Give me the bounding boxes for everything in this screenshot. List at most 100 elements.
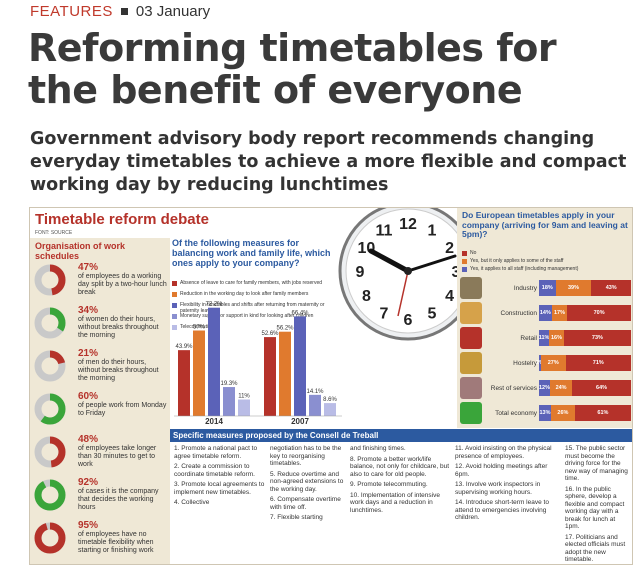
- sector-bar: 2%27%71%: [536, 355, 631, 371]
- bar-segment: 2%: [536, 355, 544, 371]
- legend-swatch: [172, 325, 177, 330]
- sector-bar: 12% 24% 64%: [539, 380, 631, 396]
- sector-bar: 13% 26% 61%: [539, 405, 631, 421]
- european-question: Do European timetables apply in your com…: [462, 210, 628, 239]
- measures-column: and finishing times. 8. Promote a better …: [350, 445, 450, 517]
- bar-segment: 71%: [565, 355, 631, 371]
- bar-segment: 17%: [551, 305, 568, 321]
- legend-item: No: [462, 250, 476, 256]
- bar-2007-4: [324, 403, 336, 416]
- legend-item: Monetary support or support in kind for …: [172, 313, 332, 319]
- measures-column: 1. Promote a national pact to agree time…: [174, 445, 266, 510]
- legend-label: Flexibility in timetables and shifts aft…: [180, 302, 325, 314]
- legend-swatch: [462, 250, 467, 256]
- bar-2014-1: [193, 330, 205, 416]
- bar-label: 14.1%: [306, 389, 324, 395]
- bar-segment: 24%: [550, 380, 573, 396]
- measures-bar-chart: 43.9% 57% 72.2% 19.3% 11% 2014 52.6%56.2% 66.4%…: [174, 302, 342, 426]
- legend-swatch: [462, 266, 467, 272]
- bar-segment: 18%: [539, 280, 556, 296]
- organisation-heading: Organisation of work schedules: [35, 241, 126, 261]
- bar-2014-2: [208, 307, 220, 416]
- legend-item: Reduction in the working day to look aft…: [172, 291, 332, 297]
- clock-number: 7: [380, 306, 389, 323]
- stat-item: 34% of women do their hours, without brea…: [34, 305, 168, 347]
- stat-item: 47% of employees do a working day split b…: [34, 262, 168, 304]
- legend-item: Telecommuting: [172, 324, 332, 330]
- measures-column: 11. Avoid insisting on the physical pres…: [455, 445, 559, 525]
- measure-item: 17. Politicians and elected officials mu…: [565, 533, 626, 564]
- donut-icon: [34, 350, 66, 382]
- sector-bar: 18% 39% 43%: [539, 280, 631, 296]
- bar-label: 52.6%: [261, 331, 279, 337]
- bar-2007-1: [279, 331, 291, 416]
- clock-number: 5: [428, 306, 437, 323]
- bar-segment: 64%: [572, 380, 631, 396]
- bar-label: 72.2%: [205, 302, 223, 308]
- infographic[interactable]: Timetable reform debate FONT: SOURCE Org…: [29, 207, 633, 565]
- sector-icon: [460, 402, 482, 424]
- sector-row: Construction 14% 17% 70%: [457, 300, 632, 327]
- measure-item: negotiation has to be the key to reorgan…: [270, 445, 342, 467]
- sector-label: Hostelry: [513, 360, 537, 367]
- bar-label: 56.2%: [276, 326, 294, 332]
- stat-percent: 48%: [78, 434, 99, 445]
- measure-item: 12. Avoid holding meetings after 6pm.: [455, 463, 548, 478]
- sector-row: Retail 11% 16% 73%: [457, 325, 632, 352]
- legend-item: Yes, but it only applies to some of the …: [462, 258, 563, 264]
- stat-description: of employees take longer than 30 minutes…: [78, 445, 157, 468]
- sector-row: Rest of services 12% 24% 64%: [457, 375, 632, 402]
- stat-description: of men do their hours, without breaks th…: [78, 359, 159, 382]
- measure-item: 5. Reduce overtime and non-agreed extens…: [270, 470, 344, 493]
- measure-item: 16. In the public sphere, develop a flex…: [565, 485, 625, 531]
- article-date: 03 January: [135, 3, 211, 20]
- bar-segment: 13%: [539, 405, 551, 421]
- legend-label: Reduction in the working day to look aft…: [180, 291, 309, 297]
- bar-label: 8.6%: [323, 397, 337, 403]
- sector-label: Total economy: [495, 410, 537, 417]
- stat-item: 48% of employees take longer than 30 minu…: [34, 434, 168, 476]
- section-link[interactable]: FEATURES: [30, 3, 113, 20]
- sector-icon: [460, 377, 482, 399]
- font-source: FONT: SOURCE: [35, 230, 73, 236]
- stat-description: of cases it is the company that decides …: [78, 488, 159, 511]
- stat-item: 21% of men do their hours, without breaks…: [34, 348, 168, 390]
- sector-icon: [460, 327, 482, 349]
- clock-number: 8: [362, 288, 371, 305]
- sector-label: Industry: [513, 285, 537, 292]
- bar-segment: 14%: [539, 305, 552, 321]
- legend-label: Yes, but it only applies to some of the …: [470, 258, 564, 264]
- sector-row: Total economy 13% 26% 61%: [457, 400, 632, 427]
- bar-segment: 70%: [567, 305, 631, 321]
- donut-icon: [34, 522, 66, 554]
- measures-column: negotiation has to be the key to reorgan…: [270, 445, 346, 525]
- stat-description: of women do their hours, without breaks …: [78, 316, 159, 339]
- stat-item: 95% of employees have no timetable flexib…: [34, 520, 168, 562]
- bar-segment: 26%: [550, 405, 575, 421]
- bar-2007-3: [309, 394, 321, 416]
- measure-item: 7. Flexible starting: [270, 514, 323, 521]
- stat-description: of employees do a working day split by a…: [78, 273, 167, 296]
- sector-icon: [460, 352, 482, 374]
- specific-measures: Specific measures proposed by the Consel…: [170, 429, 632, 564]
- sector-row: Industry 18% 39% 43%: [457, 275, 632, 302]
- european-panel: Do European timetables apply in your com…: [457, 208, 632, 428]
- stat-percent: 34%: [78, 305, 99, 316]
- bar-segment: 27%: [540, 355, 566, 371]
- donut-icon: [34, 393, 66, 425]
- measure-item: 11. Avoid insisting on the physical pres…: [455, 445, 552, 460]
- donut-icon: [34, 307, 66, 339]
- clock-number: 12: [399, 216, 417, 233]
- bar-segment: 61%: [574, 405, 631, 421]
- sector-icon: [460, 302, 482, 324]
- measure-item: 4. Collective: [174, 499, 210, 506]
- stat-percent: 92%: [78, 477, 99, 488]
- donut-icon: [34, 264, 66, 296]
- stat-percent: 21%: [78, 348, 99, 359]
- stat-item: 92% of cases it is the company that decid…: [34, 477, 168, 519]
- legend-swatch: [172, 281, 177, 286]
- measure-item: 10. Implementation of intensive work day…: [350, 491, 440, 514]
- bar-2007-2: [294, 316, 306, 416]
- infographic-title: Timetable reform debate: [35, 211, 209, 228]
